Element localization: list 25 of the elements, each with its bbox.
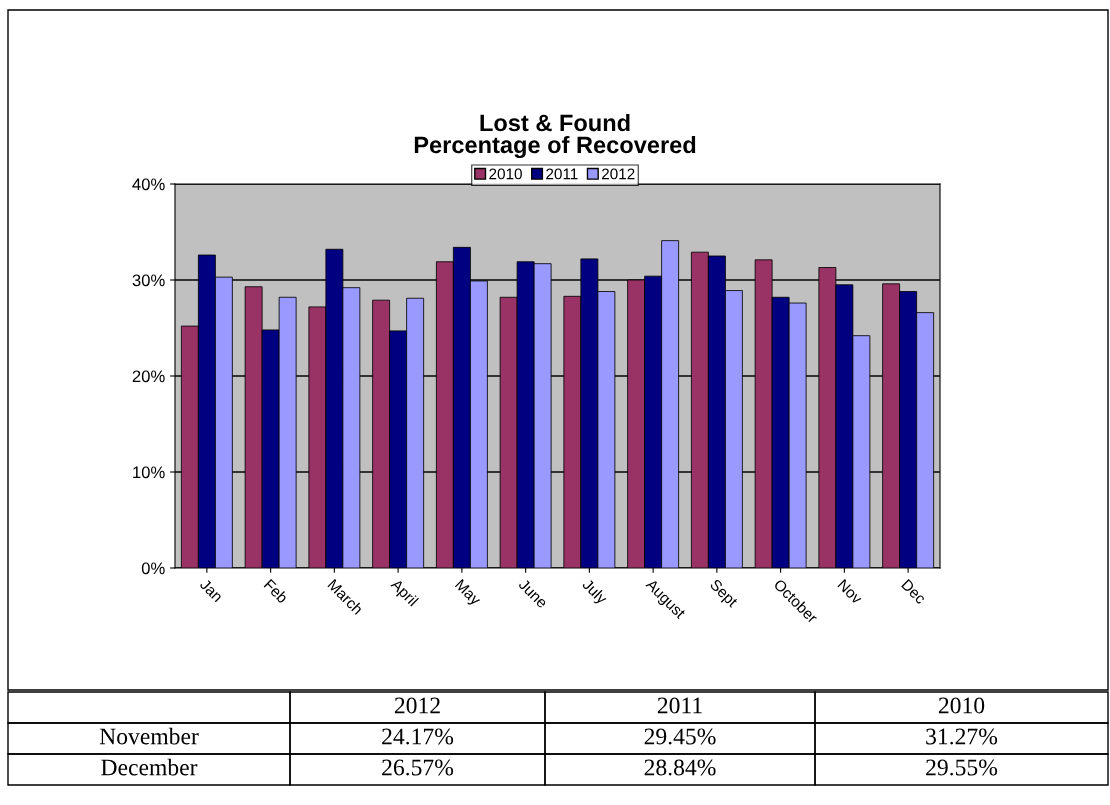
y-tick-label: 30% <box>132 274 165 287</box>
y-tick-label: 10% <box>133 466 165 479</box>
legend-label: 2012 <box>601 168 635 180</box>
y-tick-label: 40% <box>132 178 165 191</box>
x-tick-label: Jan <box>199 578 224 603</box>
x-tick-label: Feb <box>263 578 289 604</box>
text: 26.57% <box>382 759 454 776</box>
text: 2012 <box>394 697 440 714</box>
text: 2011 <box>657 697 702 714</box>
text: November <box>99 727 199 745</box>
legend-label: 2011 <box>546 168 578 180</box>
x-tick-label: July <box>579 577 609 607</box>
y-tick-label: 0% <box>141 562 165 575</box>
text: 28.84% <box>644 759 716 776</box>
x-tick-label: Nov <box>837 579 864 605</box>
text: 29.45% <box>644 728 716 745</box>
legend-label: 2010 <box>489 168 522 180</box>
text: 2010 <box>938 697 985 714</box>
text: 31.27% <box>926 728 998 745</box>
y-tick-label: 20% <box>132 370 165 383</box>
text: 24.17% <box>382 728 454 745</box>
x-tick-label: Dec <box>901 579 927 605</box>
text: December <box>101 758 198 776</box>
chart-title: Lost & Found Percentage of Recovered <box>414 113 696 159</box>
text: 29.55% <box>926 759 998 776</box>
